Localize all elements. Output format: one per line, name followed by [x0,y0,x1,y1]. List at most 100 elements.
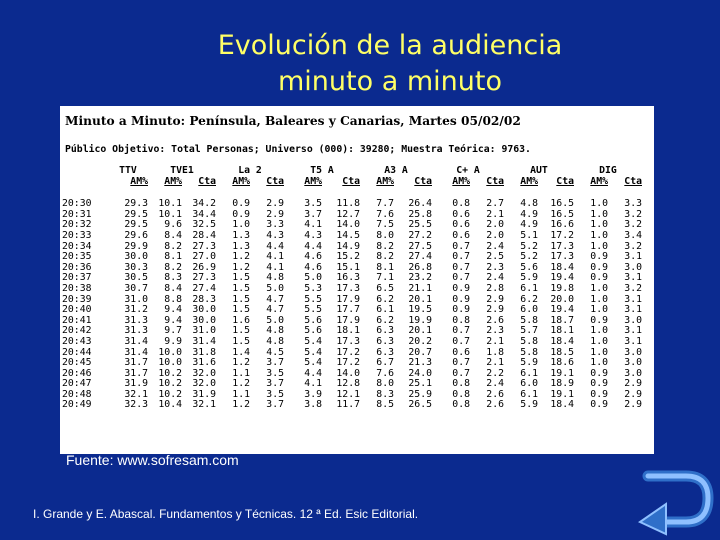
value-cell: 3.3 [624,198,642,210]
audience-table-panel: Minuto a Minuto: Península, Baleares y C… [60,106,654,454]
footer-citation: I. Grande y E. Abascal. Fundamentos y Té… [33,507,419,521]
value-cell: 0.7 [452,240,470,252]
value-cell: 31.7 [124,357,148,369]
value-cell: 1.0 [590,293,608,305]
channel-header: La 2 [238,165,262,176]
value-cell: 1.3 [232,229,250,241]
value-cell: 31.3 [124,325,148,337]
value-cell: 30.3 [124,261,148,273]
value-cell: 0.6 [452,346,470,358]
value-cell: 32.0 [192,367,216,379]
value-cell: 34.4 [192,208,216,220]
value-cell: 2.4 [486,240,504,252]
value-cell: 3.7 [266,378,284,390]
time-cell: 20:45 [62,357,92,369]
time-cell: 20:42 [62,325,92,337]
value-cell: 5.5 [304,304,322,316]
value-cell: 30.0 [192,314,216,326]
value-cell: 17.9 [336,314,360,326]
value-cell: 4.1 [304,378,322,390]
value-cell: 17.9 [336,293,360,305]
value-cell: 4.9 [520,219,538,231]
value-cell: 2.6 [486,388,504,400]
value-cell: 1.6 [232,314,250,326]
value-cell: 26.4 [408,198,432,210]
value-cell: 10.0 [158,346,182,358]
value-cell: 1.0 [590,282,608,294]
value-cell: 26.5 [408,399,432,411]
column-subheader: AM% [304,175,322,187]
value-cell: 6.1 [520,282,538,294]
value-cell: 18.9 [550,378,574,390]
value-cell: 17.2 [550,229,574,241]
value-cell: 27.2 [408,229,432,241]
value-cell: 2.9 [486,293,504,305]
column-subheader: Cta [486,175,504,187]
value-cell: 2.2 [486,367,504,379]
time-cell: 20:38 [62,282,92,294]
slide-title-line-1: Evolución de la audiencia [217,30,563,61]
value-cell: 4.6 [304,251,322,263]
value-cell: 31.0 [124,293,148,305]
value-cell: 8.0 [376,378,394,390]
value-cell: 4.8 [266,272,284,284]
time-cell: 20:49 [62,399,92,411]
channel-header: AUT [530,165,548,176]
column-subheader: AM% [590,175,608,187]
value-cell: 25.8 [408,208,432,220]
value-cell: 3.0 [624,261,642,273]
value-cell: 31.9 [124,378,148,390]
table-row: 20:44 31.4 10.0 31.8 1.4 4.5 5.4 17.2 6.3 20.7 0.6… [62,346,642,359]
value-cell: 0.7 [452,261,470,273]
value-cell: 6.1 [520,388,538,400]
time-cell: 20:30 [62,198,92,210]
value-cell: 1.4 [232,346,250,358]
column-subheader: Cta [266,175,284,187]
value-cell: 3.7 [266,357,284,369]
value-cell: 27.4 [408,251,432,263]
value-cell: 26.8 [408,261,432,273]
value-cell: 4.6 [304,261,322,273]
value-cell: 1.5 [232,282,250,294]
value-cell: 2.0 [486,219,504,231]
value-cell: 8.0 [376,229,394,241]
value-cell: 15.2 [336,251,360,263]
value-cell: 27.0 [192,251,216,263]
table-title: Minuto a Minuto: Península, Baleares y C… [65,114,521,128]
value-cell: 6.0 [520,378,538,390]
value-cell: 6.2 [520,293,538,305]
value-cell: 32.1 [124,388,148,400]
value-cell: 1.0 [590,357,608,369]
time-cell: 20:34 [62,240,92,252]
value-cell: 5.8 [520,314,538,326]
value-cell: 19.4 [550,304,574,316]
value-cell: 0.7 [452,357,470,369]
value-cell: 25.9 [408,388,432,400]
value-cell: 19.1 [550,388,574,400]
value-cell: 3.2 [624,240,642,252]
time-cell: 20:33 [62,229,92,241]
value-cell: 2.6 [486,399,504,411]
value-cell: 3.1 [624,325,642,337]
value-cell: 8.2 [164,240,182,252]
value-cell: 6.3 [376,346,394,358]
time-cell: 20:36 [62,261,92,273]
table-row: 20:31 29.5 10.1 34.4 0.9 2.9 3.7 12.7 7.6 25.8 0.6… [62,208,642,221]
curved-return-arrow-icon[interactable] [634,470,714,536]
value-cell: 0.9 [590,388,608,400]
value-cell: 0.6 [452,208,470,220]
value-cell: 31.9 [192,388,216,400]
value-cell: 0.8 [452,314,470,326]
value-cell: 3.8 [304,399,322,411]
time-cell: 20:31 [62,208,92,220]
value-cell: 0.6 [452,229,470,241]
value-cell: 3.1 [624,304,642,316]
value-cell: 2.3 [486,325,504,337]
value-cell: 10.2 [158,388,182,400]
value-cell: 27.5 [408,240,432,252]
value-cell: 1.0 [590,325,608,337]
value-cell: 15.1 [336,261,360,273]
value-cell: 1.2 [232,357,250,369]
time-cell: 20:48 [62,388,92,400]
value-cell: 18.5 [550,346,574,358]
